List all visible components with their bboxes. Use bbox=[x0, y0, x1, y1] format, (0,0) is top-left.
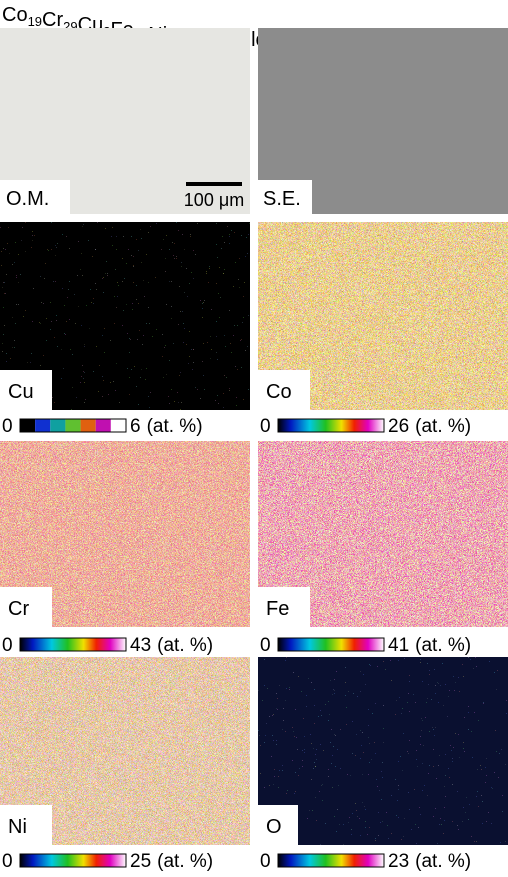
colorbar bbox=[20, 854, 126, 867]
colorbar-min: 0 bbox=[2, 416, 13, 437]
colorbar-frame bbox=[19, 637, 127, 652]
label-box bbox=[258, 805, 298, 845]
colorbar-frame bbox=[19, 853, 127, 868]
element-label: Co bbox=[266, 381, 292, 403]
label-box bbox=[258, 370, 310, 410]
colorbar-unit: (at. %) bbox=[147, 416, 203, 437]
colorbar-max: 23 bbox=[388, 851, 409, 872]
colorbar-frame bbox=[277, 418, 385, 433]
label-box bbox=[0, 180, 70, 214]
label-box bbox=[0, 805, 52, 845]
colorbar bbox=[278, 854, 384, 867]
colorbar bbox=[20, 638, 126, 651]
colorbar-unit: (at. %) bbox=[157, 851, 213, 872]
colorbar-frame bbox=[277, 853, 385, 868]
colorbar-unit: (at. %) bbox=[415, 851, 471, 872]
label-box bbox=[0, 370, 52, 410]
colorbar-step bbox=[65, 419, 81, 432]
colorbar-max: 25 bbox=[130, 851, 151, 872]
label-box bbox=[258, 180, 312, 214]
element-map bbox=[258, 657, 508, 845]
colorbar-step bbox=[35, 419, 51, 432]
colorbar-step bbox=[50, 419, 66, 432]
colorbar-max: 41 bbox=[388, 635, 409, 656]
colorbar-min: 0 bbox=[260, 635, 271, 656]
colorbar-step bbox=[80, 419, 96, 432]
colorbar-max: 6 bbox=[130, 416, 141, 437]
colorbar-min: 0 bbox=[2, 635, 13, 656]
label-box bbox=[258, 587, 310, 627]
colorbar-min: 0 bbox=[260, 416, 271, 437]
colorbar-max: 43 bbox=[130, 635, 151, 656]
title-subscript: 19 bbox=[28, 14, 42, 29]
colorbar-min: 0 bbox=[2, 851, 13, 872]
image-label: O.M. bbox=[6, 188, 49, 210]
colorbar-max: 26 bbox=[388, 416, 409, 437]
element-label: Cu bbox=[8, 381, 34, 403]
colorbar-unit: (at. %) bbox=[415, 635, 471, 656]
scale-bar-label: 100 μm bbox=[184, 190, 244, 210]
element-label: Cr bbox=[8, 598, 29, 620]
label-box bbox=[0, 587, 52, 627]
colorbar-step bbox=[20, 419, 36, 432]
element-label: Fe bbox=[266, 598, 289, 620]
image-label: S.E. bbox=[263, 188, 301, 210]
colorbar-step bbox=[95, 419, 111, 432]
colorbar-unit: (at. %) bbox=[157, 635, 213, 656]
colorbar-step bbox=[110, 419, 126, 432]
colorbar bbox=[278, 638, 384, 651]
element-label: Ni bbox=[8, 816, 27, 838]
element-label: O bbox=[266, 816, 282, 838]
title-element: Co bbox=[2, 4, 28, 26]
title-element: Cr bbox=[42, 9, 63, 31]
colorbar-frame bbox=[19, 418, 127, 433]
colorbar-unit: (at. %) bbox=[415, 416, 471, 437]
colorbar-min: 0 bbox=[260, 851, 271, 872]
colorbar-frame bbox=[277, 637, 385, 652]
colorbar bbox=[278, 419, 384, 432]
